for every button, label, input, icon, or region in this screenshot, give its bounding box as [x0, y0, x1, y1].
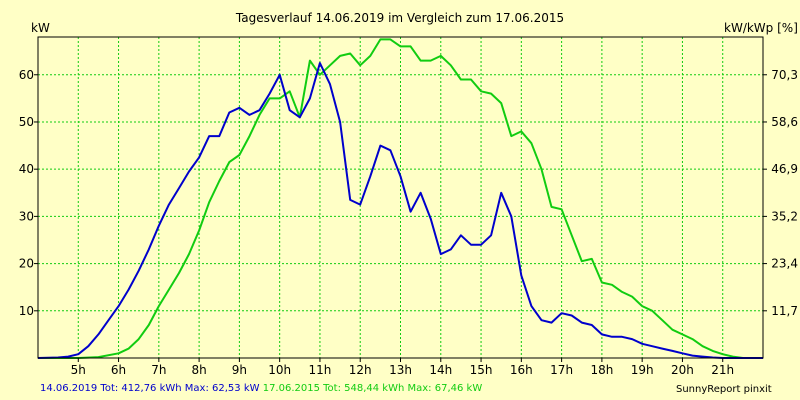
legend-series-2: 17.06.2015 Tot: 548,44 kWh Max: 67,46 kW	[262, 383, 483, 394]
x-tick-label: 18h	[590, 363, 613, 377]
x-tick-label: 15h	[470, 363, 493, 377]
y-tick-label-left: 10	[19, 304, 34, 318]
y-tick-label-left: 40	[19, 162, 34, 176]
series-lines	[37, 38, 763, 359]
x-tick-label: 8h	[191, 363, 206, 377]
y-tick-label-left: 50	[19, 115, 34, 129]
x-tick-label: 9h	[232, 363, 247, 377]
legend-footer: 14.06.2019 Tot: 412,76 kWh Max: 62,53 kW…	[40, 383, 482, 394]
x-tick-label: 21h	[711, 363, 734, 377]
y-tick-label-right: 23,4	[771, 257, 798, 271]
gridlines	[38, 37, 763, 358]
series-line	[37, 62, 763, 359]
x-tick-label: 11h	[309, 363, 332, 377]
y-tick-label-left: 60	[19, 68, 34, 82]
legend-series-1: 14.06.2019 Tot: 412,76 kWh Max: 62,53 kW	[40, 383, 260, 394]
y-tick-label-right: 11,7	[771, 304, 798, 318]
series-line	[38, 38, 763, 359]
y-tick-label-right: 58,6	[771, 115, 798, 129]
credit-label: SunnyReport pinxit	[676, 384, 772, 395]
y-axis-label-right: kW/kWp [%]	[724, 21, 798, 35]
y-tick-label-right: 70,3	[771, 68, 798, 82]
x-tick-label: 10h	[268, 363, 291, 377]
x-tick-label: 20h	[671, 363, 694, 377]
y-tick-label-right: 46,9	[771, 162, 798, 176]
y-tick-label-right: 35,2	[771, 209, 798, 223]
x-tick-label: 6h	[111, 363, 126, 377]
x-tick-label: 7h	[151, 363, 166, 377]
y-axis-label-left: kW	[31, 21, 50, 35]
y-tick-label-left: 30	[19, 209, 34, 223]
x-tick-label: 14h	[429, 363, 452, 377]
axis-ticks: 5h 6h 7h 8h 9h 10h 11h 12h 13h 14h 15h 16h 17h 18h 19h…	[19, 68, 798, 377]
x-tick-label: 13h	[389, 363, 412, 377]
y-tick-label-left: 20	[19, 257, 34, 271]
x-tick-label: 17h	[550, 363, 573, 377]
x-tick-label: 19h	[631, 363, 654, 377]
x-tick-label: 16h	[510, 363, 533, 377]
chart-title: Tagesverlauf 14.06.2019 im Vergleich zum…	[235, 11, 565, 25]
x-tick-label: 5h	[71, 363, 86, 377]
x-tick-label: 12h	[349, 363, 372, 377]
